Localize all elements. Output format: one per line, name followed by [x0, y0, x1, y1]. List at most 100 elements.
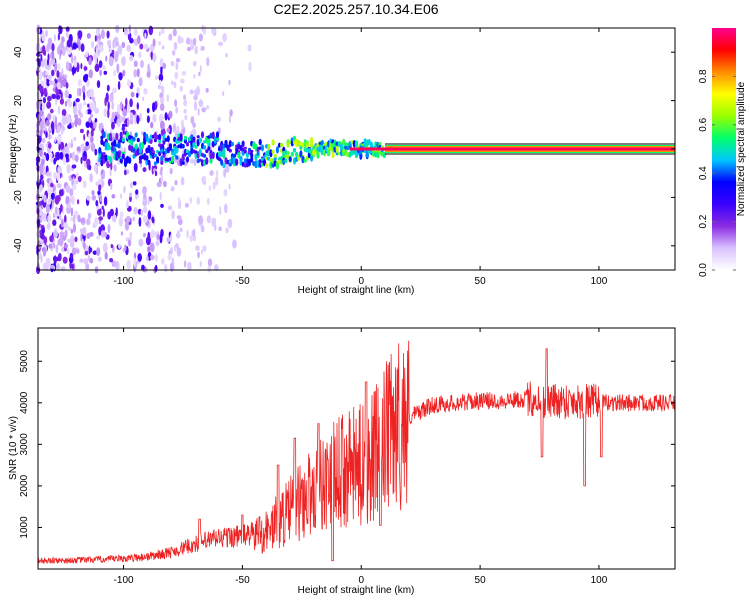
snr-y-tick-label: 4000: [19, 391, 30, 414]
snr-y-ticks: 1000 2000 3000 4000 5000: [19, 350, 675, 539]
spectrogram-carrier-cell: [138, 147, 142, 154]
spectrogram-noise-cell: [176, 230, 180, 239]
spectrogram-carrier-cell: [292, 147, 297, 153]
spectrogram-noise-cell: [63, 116, 67, 125]
spectrogram-y-tick-label: -40: [13, 238, 24, 253]
spectrogram-noise-cell: [58, 212, 62, 221]
spectrogram-noise-cell: [197, 107, 200, 116]
spectrogram-noise-cell: [87, 212, 92, 220]
snr-x-tick-label: 0: [358, 575, 364, 586]
spectrogram-x-tick-label: 50: [475, 276, 487, 287]
spectrogram-noise-cell: [184, 114, 188, 120]
spectrogram-noise-cell: [193, 37, 197, 46]
spectrogram-noise-cell: [137, 35, 141, 45]
spectrogram-noise-cell: [140, 60, 144, 68]
spectrogram-carrier-cell: [275, 146, 279, 154]
spectrogram-carrier-cell: [147, 159, 151, 166]
spectrogram-carrier-cell: [237, 152, 241, 159]
spectrogram-noise-cell: [65, 153, 69, 160]
spectrogram-noise-cell: [198, 71, 201, 77]
spectrogram-noise-cell: [175, 62, 179, 71]
spectrogram-noise-cell: [42, 167, 46, 174]
spectrogram-noise-cell: [88, 69, 94, 79]
spectrogram-noise-cell: [41, 227, 45, 234]
spectrogram-noise-cell: [55, 151, 58, 162]
spectrogram-carrier-cell: [181, 144, 185, 149]
spectrogram-noise-cell: [66, 164, 71, 174]
spectrogram-noise-cell: [107, 101, 110, 111]
spectrogram-noise-cell: [53, 157, 56, 165]
spectrogram-noise-cell: [207, 265, 212, 273]
spectrogram-noise-cell: [69, 197, 72, 204]
spectrogram-noise-cell: [42, 248, 47, 257]
spectrogram-noise-cell: [179, 227, 183, 233]
spectrogram-noise-cell: [94, 118, 98, 123]
spectrogram-noise-cell: [139, 162, 142, 168]
spectrogram-noise-cell: [150, 254, 155, 261]
spectrogram-noise-cell: [51, 93, 57, 100]
spectrogram-noise-cell: [100, 173, 104, 180]
spectrogram-noise-cell: [146, 71, 151, 78]
spectrogram-carrier-cell: [170, 155, 175, 163]
spectrogram-noise-cell: [111, 194, 116, 199]
spectrogram-noise-cell: [200, 45, 204, 52]
spectrogram-carrier-cell: [168, 143, 172, 151]
spectrogram-noise-cell: [61, 68, 64, 77]
spectrogram-noise-cell: [183, 94, 187, 100]
spectrogram-noise-cell: [39, 184, 43, 192]
colorbar-tick-label: 0.4: [698, 166, 709, 180]
spectrogram-noise-cell: [175, 58, 181, 63]
spectrogram-noise-cell: [104, 97, 107, 107]
spectrogram-noise-cell: [45, 153, 50, 161]
spectrogram-noise-cell: [96, 209, 102, 216]
spectrogram-noise-cell: [56, 81, 61, 90]
spectrogram-noise-cell: [57, 33, 61, 41]
spectrogram-carrier-cell: [271, 139, 275, 146]
spectrogram-noise-cell: [91, 194, 97, 201]
spectrogram-noise-cell: [150, 50, 153, 61]
spectrogram-noise-cell: [95, 200, 99, 207]
spectrogram-noise-cell: [126, 215, 131, 223]
spectrogram-noise-cell: [202, 175, 207, 184]
spectrogram-noise-cell: [67, 238, 71, 243]
spectrogram-noise-cell: [43, 194, 47, 203]
spectrogram-noise-cell: [132, 216, 136, 222]
spectrogram-noise-cell: [189, 89, 194, 95]
spectrogram-noise-cell: [159, 79, 162, 88]
spectrogram-noise-cell: [142, 96, 145, 101]
spectrogram-noise-cell: [91, 190, 95, 196]
spectrogram-noise-cell: [169, 167, 173, 175]
spectrogram-noise-cell: [47, 95, 52, 102]
spectrogram-carrier-cell: [194, 144, 198, 149]
spectrogram-noise-cell: [80, 157, 83, 164]
spectrogram-carrier-cell: [226, 144, 230, 152]
spectrogram-noise-cell: [100, 224, 105, 233]
spectrogram-noise-cell: [86, 232, 91, 239]
spectrogram-noise-cell: [60, 204, 63, 212]
spectrogram-noise-cell: [177, 218, 183, 226]
spectrogram-noise-cell: [160, 103, 165, 111]
spectrogram-noise-cell: [154, 170, 158, 177]
spectrogram-carrier-cell: [220, 159, 224, 166]
spectrogram-noise-cell: [133, 207, 138, 215]
spectrogram-carrier-cell: [158, 139, 162, 144]
spectrogram-carrier-cell: [151, 150, 155, 153]
spectrogram-noise-cell: [72, 183, 77, 191]
spectrogram-noise-cell: [125, 97, 128, 107]
spectrogram-carrier-cell: [196, 135, 200, 139]
spectrogram-noise-cell: [71, 151, 76, 161]
spectrogram-noise-cell: [160, 203, 164, 208]
spectrogram-noise-cell: [58, 89, 62, 95]
spectrogram-noise-cell: [115, 207, 118, 217]
spectrogram-noise-cell: [211, 27, 216, 35]
spectrogram-noise-cell: [111, 121, 115, 130]
spectrogram-noise-cell: [122, 108, 128, 117]
spectrogram-noise-cell: [43, 87, 48, 96]
spectrogram-carrier-cell: [256, 151, 260, 156]
spectrogram-noise-cell: [148, 25, 154, 36]
spectrogram-carrier-cell: [286, 141, 290, 148]
spectrogram-carrier-cell: [230, 156, 234, 165]
spectrogram-noise-cell: [53, 255, 57, 265]
spectrogram-noise-cell: [66, 248, 70, 255]
spectrogram-noise-cell: [108, 48, 113, 53]
